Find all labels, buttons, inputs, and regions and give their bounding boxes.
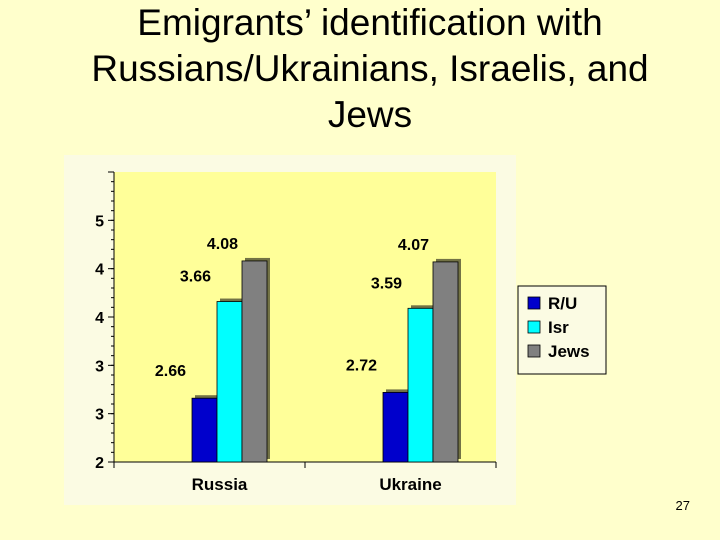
y-tick-label: 3 [95, 358, 104, 375]
legend-swatch [527, 320, 541, 334]
data-label: 3.66 [180, 269, 211, 286]
legend-label: Isr [548, 318, 569, 337]
y-tick-label: 4 [95, 262, 104, 279]
bar-ukraine-isr [407, 307, 434, 463]
slide-title: Emigrants’ identification with Russians/… [40, 0, 700, 138]
title-line-3: Jews [327, 94, 413, 135]
bar-chart: 2 3 3 4 4 5 2.66 3.66 4.08 Russia 2.72 3.59 4.07 Ukra… [95, 171, 497, 494]
bar-russia-jews [241, 260, 268, 463]
legend-box [517, 285, 607, 375]
data-label: 2.72 [346, 357, 377, 374]
chart-panel: 2 3 3 4 4 5 2.66 3.66 4.08 Russia 2.72 3.59 4.07 Ukra… [64, 155, 516, 505]
page-number: 27 [675, 498, 690, 513]
legend-swatch [527, 344, 541, 358]
y-tick-label: 3 [95, 407, 104, 424]
data-label: 4.08 [207, 236, 238, 253]
y-tick-label: 4 [95, 310, 104, 327]
data-label: 3.59 [371, 275, 402, 292]
x-tick-label: Russia [192, 475, 248, 494]
legend-label: Jews [548, 342, 590, 361]
y-tick-label: 2 [95, 455, 104, 472]
legend-swatch [527, 296, 541, 310]
bar-ukraine-r-u [382, 391, 409, 463]
bar-russia-isr [216, 301, 243, 463]
title-line-1: Emigrants’ identification with [137, 2, 603, 43]
data-label: 2.66 [155, 363, 186, 380]
legend-label: R/U [548, 294, 577, 313]
data-label: 4.07 [398, 237, 429, 254]
bar-ukraine-jews [432, 261, 459, 463]
y-tick-label: 5 [95, 213, 104, 230]
x-tick-label: Ukraine [379, 475, 441, 494]
bar-russia-r-u [191, 397, 218, 463]
title-line-2: Russians/Ukrainians, Israelis, and [91, 48, 649, 89]
